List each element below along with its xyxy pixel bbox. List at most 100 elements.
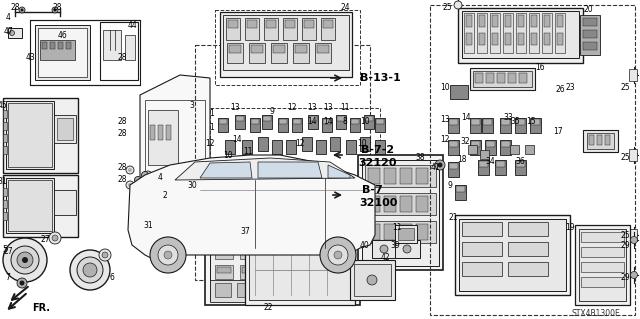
Text: 28: 28 [117, 117, 127, 127]
Bar [215, 283, 231, 297]
Bar [364, 115, 374, 129]
Text: 26: 26 [555, 85, 565, 94]
Text: 38: 38 [415, 152, 425, 161]
Bar [265, 225, 283, 239]
Circle shape [49, 232, 61, 244]
Bar [375, 118, 385, 132]
Bar [462, 11, 579, 58]
Circle shape [126, 166, 134, 174]
Bar [471, 119, 480, 125]
Bar [54, 115, 76, 143]
Circle shape [435, 160, 445, 170]
Text: 5: 5 [3, 246, 8, 255]
Text: 40: 40 [360, 241, 370, 250]
Bar [518, 33, 524, 45]
Circle shape [128, 168, 132, 172]
Bar [293, 119, 301, 124]
Bar [449, 163, 458, 169]
Bar [581, 277, 624, 287]
Bar [505, 15, 511, 27]
Circle shape [83, 263, 97, 277]
Text: 3: 3 [189, 100, 195, 109]
Circle shape [128, 183, 132, 187]
Bar [42, 42, 47, 49]
Bar [259, 283, 275, 297]
Text: 43: 43 [25, 54, 35, 63]
Bar [281, 283, 297, 297]
Bar [579, 229, 626, 301]
Bar [240, 265, 258, 279]
Bar [38, 28, 87, 77]
Bar [262, 115, 272, 129]
Bar [479, 33, 485, 45]
Bar [315, 265, 333, 279]
Text: 4: 4 [157, 174, 163, 182]
Bar [384, 196, 396, 212]
Bar [302, 18, 316, 40]
Circle shape [126, 181, 134, 189]
Bar [544, 33, 550, 45]
Bar [225, 140, 235, 154]
Bar [302, 137, 312, 151]
Bar [265, 245, 283, 259]
Circle shape [164, 251, 172, 259]
Bar [303, 283, 319, 297]
Bar [315, 43, 331, 63]
Bar [40, 40, 75, 60]
Bar [516, 119, 525, 125]
Bar [215, 10, 360, 85]
Bar [240, 205, 258, 219]
Bar [365, 165, 436, 187]
Bar [583, 42, 597, 50]
Bar [35, 25, 90, 80]
Bar [242, 267, 256, 273]
Circle shape [334, 251, 342, 259]
Bar [365, 116, 373, 121]
Bar [575, 225, 630, 305]
Bar [336, 115, 346, 129]
Bar [508, 242, 548, 256]
Circle shape [148, 176, 156, 183]
Bar [317, 207, 331, 213]
Bar [485, 140, 496, 155]
Bar [518, 15, 524, 27]
Text: 21: 21 [448, 213, 458, 222]
Bar [267, 267, 281, 273]
Polygon shape [140, 75, 210, 200]
Bar [375, 140, 385, 154]
Text: 14: 14 [307, 117, 317, 127]
Bar [8, 180, 52, 231]
Circle shape [70, 250, 110, 290]
Bar [226, 18, 240, 40]
Bar [317, 267, 331, 273]
Text: 24: 24 [340, 3, 350, 11]
Circle shape [20, 9, 24, 11]
Circle shape [150, 237, 186, 273]
Text: 18: 18 [457, 155, 467, 165]
Circle shape [630, 271, 637, 278]
Text: 1: 1 [210, 123, 214, 132]
Bar [195, 45, 370, 280]
Text: 39: 39 [390, 241, 400, 250]
Bar [217, 267, 231, 273]
Text: 2: 2 [163, 190, 168, 199]
Bar [267, 227, 281, 233]
Bar [292, 207, 306, 213]
Text: 9: 9 [447, 181, 452, 189]
Bar [223, 15, 349, 70]
Bar [555, 13, 565, 53]
Bar [368, 196, 380, 212]
Bar [265, 205, 283, 219]
Bar [398, 228, 414, 240]
Bar [376, 119, 384, 124]
Bar [3, 175, 78, 237]
Bar [490, 13, 500, 53]
Bar [515, 118, 526, 133]
Bar [516, 161, 525, 167]
Text: 28: 28 [117, 175, 127, 184]
Circle shape [99, 249, 111, 261]
Bar [292, 118, 302, 132]
Bar [503, 13, 513, 53]
Bar [249, 43, 265, 63]
Bar [304, 20, 314, 28]
